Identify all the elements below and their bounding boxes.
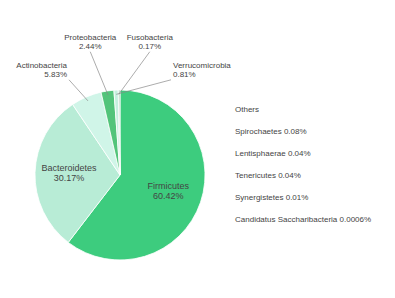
slice-label: Proteobacteria2.44% <box>64 33 117 51</box>
chart: Firmicutes60.42% Bacteroidetes30.17% Actin… <box>0 0 395 298</box>
slice-label: Fusobacteria0.17% <box>127 33 174 51</box>
pie-slice <box>101 90 120 175</box>
pie-slice <box>114 90 120 175</box>
leader-line <box>119 52 150 95</box>
annotation: Lentisphaerae 0.04% <box>235 149 311 158</box>
leader-line <box>69 80 88 101</box>
slice-label: Bacteroidetes30.17% <box>42 163 98 183</box>
others-note: Others Spirochaetes 0.08% Lentisphaerae 0.… <box>235 105 371 224</box>
annotation: Candidatus Saccharibacteria 0.0006% <box>235 215 371 224</box>
slice-label-value: 0.17% <box>138 42 161 51</box>
others-heading: Others <box>235 105 259 114</box>
slice-label-value: 0.81% <box>173 70 196 79</box>
slice-label-value: 60.42% <box>153 191 184 201</box>
slice-label-name: Bacteroidetes <box>42 163 98 173</box>
labels: Firmicutes60.42% Bacteroidetes30.17% Actin… <box>16 33 231 202</box>
annotation: Synergistetes 0.01% <box>235 193 308 202</box>
slice-label-value: 5.83% <box>44 70 67 79</box>
annotation: Tenericutes 0.04% <box>235 171 301 180</box>
slice-label-name: Verrucomicrobia <box>173 61 231 70</box>
pie-slice <box>118 90 120 175</box>
slice-label-value: 30.17% <box>54 173 85 183</box>
pie-slice <box>119 90 121 175</box>
slice-label: Verrucomicrobia0.81% <box>173 61 231 79</box>
slice-label-name: Fusobacteria <box>127 33 174 42</box>
slice-label: Actinobacteria5.83% <box>16 61 67 79</box>
slice-label-value: 2.44% <box>79 42 102 51</box>
slice-label-name: Proteobacteria <box>64 33 117 42</box>
slice-label-name: Firmicutes <box>148 181 190 191</box>
pie <box>35 90 205 260</box>
slice-label-name: Actinobacteria <box>16 61 67 70</box>
slice-label: Firmicutes60.42% <box>148 181 190 201</box>
annotation: Spirochaetes 0.08% <box>235 127 307 136</box>
leader-line <box>90 52 108 95</box>
leader-line <box>116 80 171 95</box>
